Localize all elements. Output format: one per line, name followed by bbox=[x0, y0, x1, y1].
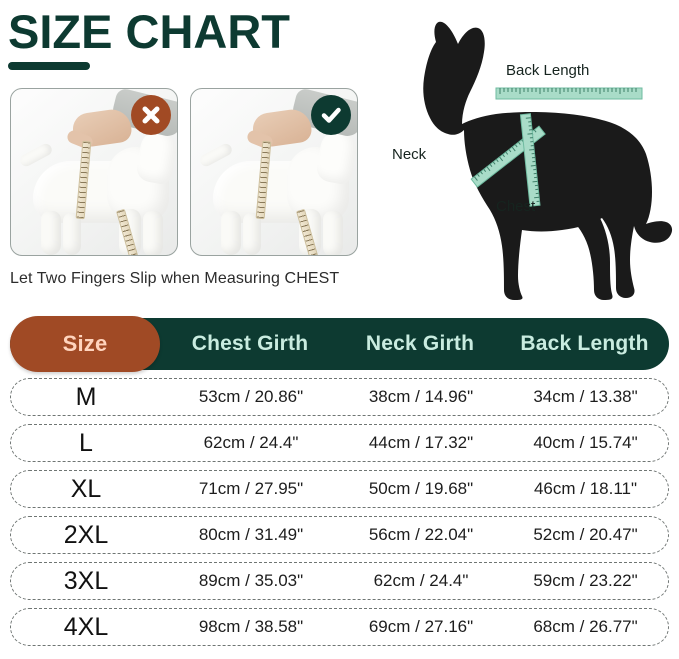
diagram-label-neck: Neck bbox=[392, 146, 427, 163]
cell-chest: 89cm / 35.03" bbox=[198, 571, 304, 590]
table-row: 3XL 89cm / 35.03" 62cm / 24.4" 59cm / 23… bbox=[10, 562, 669, 600]
mannequin-leg-front-near bbox=[323, 211, 343, 255]
mannequin-leg-rear-far bbox=[41, 211, 61, 255]
mannequin-tail bbox=[18, 141, 54, 169]
table-row: L 62cm / 24.4" 44cm / 17.32" 40cm / 15.7… bbox=[10, 424, 669, 462]
cell-chest: 80cm / 31.49" bbox=[198, 525, 304, 544]
mannequin-leg-rear-far bbox=[221, 211, 241, 255]
mannequin-neck bbox=[314, 128, 357, 186]
cell-size: M bbox=[75, 382, 97, 411]
cell-back: 46cm / 18.11" bbox=[533, 479, 638, 498]
cell-back: 59cm / 23.22" bbox=[533, 571, 638, 590]
title-underline-rule bbox=[8, 62, 90, 70]
cell-chest: 71cm / 27.95" bbox=[198, 479, 304, 498]
cell-chest: 62cm / 24.4" bbox=[203, 433, 299, 452]
page-title: SIZE CHART bbox=[8, 5, 290, 58]
cell-back: 34cm / 13.38" bbox=[533, 387, 638, 406]
cell-back: 40cm / 15.74" bbox=[533, 433, 638, 452]
cell-neck: 50cm / 19.68" bbox=[368, 479, 474, 498]
cell-size: 4XL bbox=[63, 612, 109, 641]
size-table: Size Chest Girth Neck Girth Back Length … bbox=[10, 316, 669, 646]
dog-hind-leg bbox=[572, 218, 613, 300]
photo-correct-measurement bbox=[190, 88, 358, 256]
table-row: XL 71cm / 27.95" 50cm / 19.68" 46cm / 18… bbox=[10, 470, 669, 508]
column-header-chest-girth: Chest Girth bbox=[191, 332, 309, 355]
cell-neck: 44cm / 17.32" bbox=[368, 433, 474, 452]
table-row: M 53cm / 20.86" 38cm / 14.96" 34cm / 13.… bbox=[10, 378, 669, 416]
back-length-tape-icon bbox=[495, 87, 643, 100]
check-icon bbox=[311, 95, 351, 135]
column-header-neck-girth: Neck Girth bbox=[365, 332, 475, 355]
cell-neck: 38cm / 14.96" bbox=[368, 387, 474, 406]
cell-size: XL bbox=[70, 474, 102, 503]
mannequin-leg-front-near bbox=[143, 211, 163, 255]
cell-back: 52cm / 20.47" bbox=[533, 525, 638, 544]
mannequin-leg-rear-near bbox=[63, 213, 81, 255]
cell-chest: 98cm / 38.58" bbox=[198, 617, 304, 636]
column-header-back-length: Back Length bbox=[520, 332, 649, 355]
dog-silhouette bbox=[423, 21, 673, 300]
cell-size: L bbox=[79, 428, 93, 457]
cell-neck: 69cm / 27.16" bbox=[368, 617, 474, 636]
table-row: 4XL 98cm / 38.58" 69cm / 27.16" 68cm / 2… bbox=[10, 608, 669, 646]
diagram-label-chest: Chest bbox=[496, 198, 536, 215]
mannequin-leg-rear-near bbox=[243, 213, 261, 255]
mannequin-dog-illustration bbox=[191, 89, 357, 255]
photo-incorrect-measurement bbox=[10, 88, 178, 256]
cell-neck: 56cm / 22.04" bbox=[368, 525, 474, 544]
column-header-size: Size bbox=[10, 316, 160, 372]
chest-tape-icon bbox=[519, 113, 541, 207]
diagram-label-back-length: Back Length bbox=[506, 62, 590, 79]
mannequin-neck bbox=[134, 128, 177, 186]
mannequin-dog-illustration bbox=[11, 89, 177, 255]
cell-neck: 62cm / 24.4" bbox=[373, 571, 469, 590]
dog-measurement-diagram: Back Length Neck Chest bbox=[378, 8, 679, 300]
table-header-row: Size Chest Girth Neck Girth Back Length bbox=[10, 316, 669, 372]
table-row: 2XL 80cm / 31.49" 56cm / 22.04" 52cm / 2… bbox=[10, 516, 669, 554]
cell-size: 2XL bbox=[63, 520, 109, 549]
cell-size: 3XL bbox=[63, 566, 109, 595]
cell-back: 68cm / 26.77" bbox=[533, 617, 638, 636]
mannequin-tail bbox=[198, 141, 234, 169]
cell-chest: 53cm / 20.86" bbox=[198, 387, 304, 406]
measurement-caption: Let Two Fingers Slip when Measuring CHES… bbox=[10, 270, 340, 287]
cross-icon bbox=[131, 95, 171, 135]
